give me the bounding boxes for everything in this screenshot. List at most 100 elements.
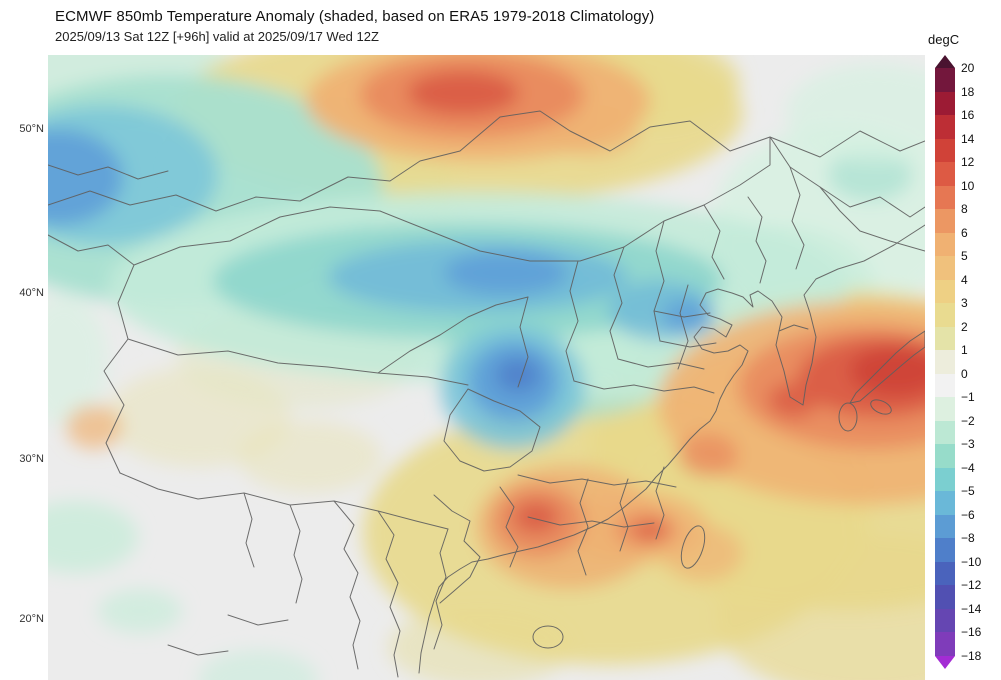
colorbar-tick-label: 5: [961, 249, 968, 263]
anomaly-region: [198, 650, 318, 680]
colorbar-tick-label: 18: [961, 84, 975, 99]
colorbar-tick-label: 0: [961, 366, 968, 381]
island-japan-kyushu: [838, 402, 858, 432]
border-path: [433, 528, 449, 650]
border-path: [48, 234, 135, 266]
province-border: [619, 478, 629, 552]
colorbar-tick-label: −10: [961, 554, 982, 569]
colorbar-legend: 20 18 16 14 12 10 8 6 5 4 3 2 1 0 −1 −2 −3 −4 −5 −6 −8 −10 −12…: [935, 55, 981, 669]
chart-header: ECMWF 850mb Temperature Anomaly (shaded,…: [55, 8, 654, 44]
colorbar-tick-label: −12: [961, 578, 982, 592]
province-border: [617, 358, 705, 370]
colorbar-segment: [935, 303, 955, 327]
colorbar-arrow-up: [935, 55, 955, 68]
border-path: [289, 504, 303, 604]
colorbar-tick-label: −8: [961, 531, 975, 545]
map-svg: [48, 55, 925, 680]
colorbar-segment: [935, 138, 955, 162]
border-path: [227, 614, 289, 626]
anomaly-region: [547, 105, 639, 157]
latitude-label-50n: 50°N: [19, 123, 44, 135]
anomaly-region: [238, 421, 382, 493]
colorbar-segment: [935, 491, 955, 515]
colorbar-tick-label: −3: [961, 437, 975, 451]
colorbar-segment: [935, 279, 955, 303]
colorbar-tick-label: −14: [961, 601, 982, 616]
colorbar-segment: [935, 350, 955, 374]
colorbar-segment: [935, 326, 955, 350]
latitude-label-40n: 40°N: [19, 287, 44, 299]
border-path: [133, 136, 771, 266]
province-border: [609, 246, 625, 360]
colorbar-tick-label: 12: [961, 155, 975, 169]
province-border: [517, 474, 677, 488]
colorbar-segment: [935, 561, 955, 585]
chart-title: ECMWF 850mb Temperature Anomaly (shaded,…: [55, 8, 655, 25]
border-path: [778, 324, 809, 332]
colorbar-segment: [935, 162, 955, 186]
anomaly-region: [715, 535, 925, 680]
colorbar-segment: [935, 467, 955, 491]
border-path: [48, 110, 925, 212]
anomaly-region: [495, 357, 541, 393]
colorbar-segment: [935, 91, 955, 115]
province-border: [655, 466, 665, 540]
border-path: [747, 196, 767, 284]
colorbar-tick-label: 2: [961, 319, 968, 334]
colorbar-tick-label: 1: [961, 343, 968, 357]
map-canvas: [48, 55, 925, 680]
colorbar-tick-label: 4: [961, 272, 968, 287]
border-path: [48, 164, 169, 180]
colorbar-segment: [935, 256, 955, 280]
colorbar-unit-label: degC: [928, 32, 960, 47]
colorbar-segment: [935, 538, 955, 562]
island-hainan: [532, 625, 564, 649]
colorbar-tick-label: 14: [961, 131, 975, 146]
island-taiwan: [680, 525, 706, 569]
country-borders: [48, 110, 925, 678]
colorbar-tick-label: −6: [961, 507, 975, 522]
colorbar-tick-label: −16: [961, 625, 982, 639]
colorbar-tick-label: −18: [961, 648, 982, 663]
anomaly-shading: [48, 55, 925, 680]
border-path: [333, 500, 361, 670]
island-japan-honshu: [849, 330, 925, 404]
chart-subtitle: 2025/09/13 Sat 12Z [+96h] valid at 2025/…: [55, 29, 379, 44]
colorbar-tick-label: −1: [961, 390, 975, 404]
province-border: [677, 284, 689, 370]
province-border: [517, 296, 529, 388]
colorbar-segment: [935, 185, 955, 209]
border-path: [167, 644, 229, 656]
anomaly-region: [663, 525, 743, 581]
colorbar-segment: [935, 514, 955, 538]
anomaly-region: [768, 382, 818, 418]
anomaly-region: [48, 295, 108, 425]
colorbar-segment: [935, 115, 955, 139]
anomaly-region: [850, 346, 925, 396]
colorbar-segment: [935, 397, 955, 421]
colorbar-tick-label: 6: [961, 225, 968, 240]
border-path: [127, 338, 469, 386]
province-border: [653, 310, 711, 318]
province-border: [499, 486, 519, 568]
province-border: [573, 380, 715, 394]
colorbar-segment: [935, 373, 955, 397]
anomaly-region: [662, 299, 714, 335]
colorbar-segment: [935, 232, 955, 256]
anomaly-region: [48, 129, 123, 225]
island-japan-shikoku: [870, 399, 892, 415]
border-path: [243, 492, 255, 568]
border-path: [103, 264, 135, 474]
colorbar-segment: [935, 444, 955, 468]
colorbar-tick-label: 16: [961, 108, 975, 122]
anomaly-region: [407, 71, 519, 115]
latitude-label-20n: 20°N: [19, 613, 44, 625]
colorbar-tick-label: 8: [961, 202, 968, 216]
province-border: [577, 478, 589, 576]
colorbar-segment: [935, 209, 955, 233]
province-border: [565, 260, 579, 382]
province-border: [653, 220, 665, 342]
province-border: [527, 516, 655, 528]
colorbar-segment: [935, 420, 955, 444]
